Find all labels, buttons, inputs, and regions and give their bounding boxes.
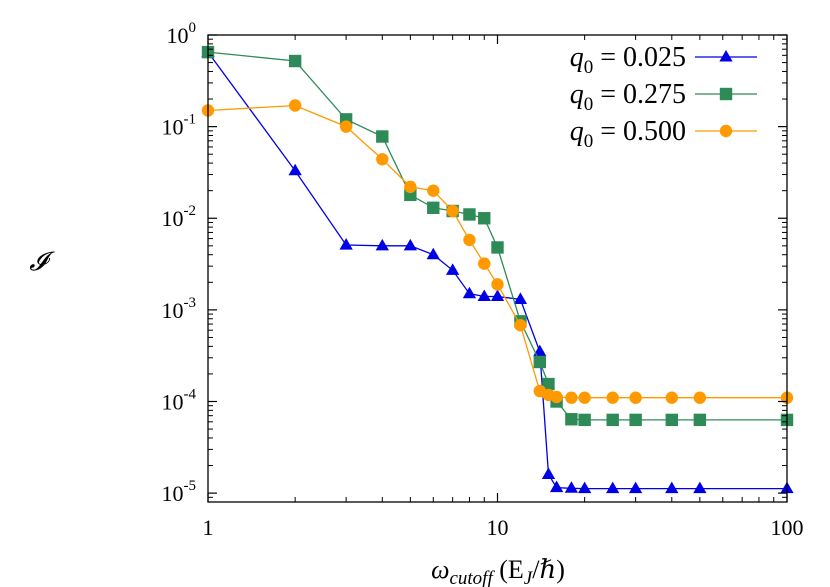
data-point <box>376 153 389 166</box>
legend-label: q0 = 0.025 <box>570 42 686 78</box>
data-point <box>462 286 477 299</box>
data-point <box>339 120 353 133</box>
data-point <box>533 355 547 369</box>
legend-entry: q0 = 0.500 <box>570 116 757 152</box>
series-0 <box>201 45 794 494</box>
x-tick-label: 1 <box>203 515 214 540</box>
y-tick-label: 10-4 <box>162 386 197 414</box>
x-axis-subscript: cutoff <box>449 568 495 587</box>
x-axis-units: (E <box>499 555 524 584</box>
legend-marker <box>719 50 733 62</box>
data-point <box>288 54 302 68</box>
data-point <box>513 292 528 304</box>
x-axis-units-sub: J <box>524 568 534 587</box>
x-tick-label: 100 <box>771 515 804 540</box>
series-2 <box>201 99 794 404</box>
legend-marker <box>719 124 733 138</box>
data-point <box>375 238 389 251</box>
y-tick-label: 100 <box>167 20 197 48</box>
data-point <box>565 391 578 404</box>
legend-entry: q0 = 0.275 <box>570 79 757 115</box>
data-point <box>565 413 578 426</box>
data-point <box>549 480 564 493</box>
x-axis-label: ωcutoff (EJ/ℏ) <box>431 555 565 587</box>
data-point <box>693 481 707 494</box>
data-point <box>477 289 491 302</box>
y-tick-label: 10-3 <box>162 295 197 323</box>
data-point <box>446 263 460 275</box>
data-point <box>446 204 459 218</box>
data-point <box>693 391 707 404</box>
y-tick-label: 10-1 <box>162 112 197 140</box>
data-point <box>533 344 547 357</box>
data-point <box>578 391 591 404</box>
data-point <box>288 99 302 112</box>
ticks-layer: 1 10 100 100 10-1 10-2 10-3 10-4 10-5 <box>162 20 804 540</box>
y-tick-label: 10-5 <box>162 478 197 506</box>
data-point <box>514 319 527 332</box>
data-point <box>542 377 555 391</box>
y-tick-label: 10-2 <box>162 203 197 231</box>
series-layer <box>201 45 794 494</box>
data-point <box>478 212 491 225</box>
data-point <box>628 481 643 494</box>
data-point <box>427 201 440 215</box>
data-point <box>376 130 389 143</box>
data-point <box>606 481 620 494</box>
legend-label: q0 = 0.275 <box>570 79 686 115</box>
data-point <box>404 180 417 194</box>
data-point <box>665 391 678 404</box>
data-point <box>427 184 440 197</box>
data-point <box>541 467 556 479</box>
data-point <box>403 238 418 251</box>
data-point <box>665 481 679 494</box>
data-point <box>339 238 353 250</box>
data-point <box>578 413 591 427</box>
x-tick-label: 10 <box>487 515 509 540</box>
data-point <box>463 233 476 247</box>
data-point <box>665 413 678 427</box>
legend-label: q0 = 0.500 <box>570 116 686 152</box>
data-point <box>490 289 505 302</box>
x-axis-symbol: ω <box>431 555 449 584</box>
data-point <box>288 163 302 176</box>
data-point <box>426 247 440 260</box>
legend-marker <box>719 87 733 101</box>
data-point <box>693 413 707 427</box>
data-point <box>478 257 491 270</box>
data-point <box>463 208 476 221</box>
data-point <box>491 241 504 254</box>
data-point <box>606 391 619 404</box>
data-point <box>550 390 563 404</box>
x-axis-units-tail: /ℏ) <box>532 555 565 584</box>
data-point <box>491 278 504 291</box>
legend-entry: q0 = 0.025 <box>570 42 757 78</box>
data-point <box>606 413 619 427</box>
data-point <box>629 391 642 404</box>
data-point <box>577 481 592 494</box>
y-axis-label: 𝓘 <box>29 247 55 276</box>
data-point <box>564 481 579 493</box>
data-point <box>629 413 642 427</box>
